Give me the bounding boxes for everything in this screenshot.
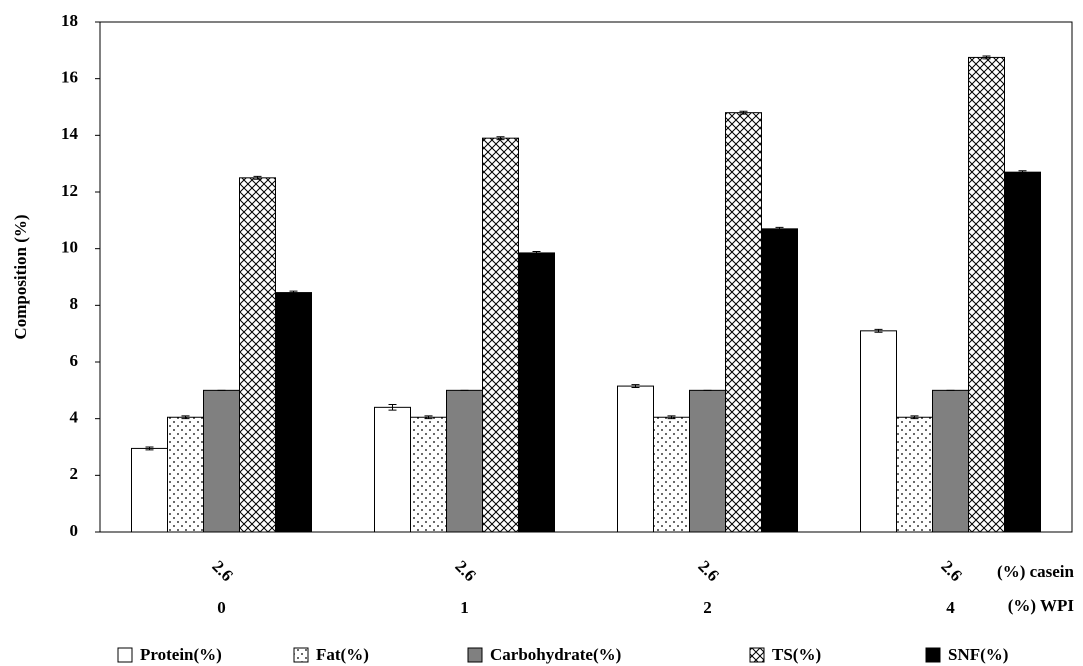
error-bar (532, 251, 541, 255)
error-bar (667, 415, 676, 420)
x-tick-label-casein: 2.6 (694, 557, 722, 585)
x-tick-label: 2 (703, 598, 712, 617)
bar (968, 56, 1005, 533)
y-tick-label: 0 (70, 521, 79, 540)
legend-label: Protein(%) (140, 645, 222, 664)
x-level-name: (%) WPI (1008, 596, 1075, 615)
error-bar (496, 136, 505, 141)
legend-label: SNF(%) (948, 645, 1008, 664)
bar (617, 385, 654, 533)
error-bar (181, 415, 190, 420)
legend-swatch (117, 647, 133, 663)
bar (653, 416, 690, 533)
bar (896, 416, 933, 533)
error-bar (145, 446, 154, 451)
bar (725, 112, 762, 533)
legend-label: TS(%) (772, 645, 821, 664)
bar (932, 389, 969, 533)
y-axis-label: Composition (%) (11, 214, 30, 339)
error-bar (1018, 170, 1027, 175)
error-bar (739, 110, 748, 115)
error-bar (424, 415, 433, 420)
y-tick-label: 16 (61, 68, 78, 87)
bar (131, 447, 168, 533)
y-tick-label: 14 (61, 124, 79, 143)
bar (689, 389, 726, 533)
bar (167, 416, 204, 533)
y-tick-label: 10 (61, 238, 78, 257)
legend-swatch (925, 647, 941, 663)
bar (374, 406, 411, 533)
bar (860, 330, 897, 533)
error-bar (910, 415, 919, 420)
bar (410, 416, 447, 533)
legend-label: Carbohydrate(%) (490, 645, 621, 664)
x-tick-label-casein: 2.6 (937, 557, 965, 585)
legend-label: Fat(%) (316, 645, 369, 664)
bar (482, 137, 519, 533)
error-bar (631, 384, 640, 388)
y-tick-label: 4 (70, 408, 79, 427)
plot-area (99, 21, 1073, 533)
legend-swatch (467, 647, 483, 663)
x-tick-label: 0 (217, 598, 226, 617)
x-tick-label: 1 (460, 598, 469, 617)
x-tick-label: 4 (946, 598, 955, 617)
bar (239, 177, 276, 533)
legend-swatch (293, 647, 309, 663)
bar (446, 389, 483, 533)
error-bar (775, 226, 784, 231)
error-bar (874, 328, 883, 333)
y-tick-label: 6 (70, 351, 79, 370)
bar (1004, 171, 1041, 533)
y-tick-label: 12 (61, 181, 78, 200)
bar (275, 292, 312, 533)
error-bar (388, 404, 397, 411)
y-tick-label: 2 (70, 464, 79, 483)
error-bar (982, 55, 991, 60)
y-tick-label: 18 (61, 11, 78, 30)
error-bar (253, 175, 262, 180)
bar (203, 389, 240, 533)
bar (761, 228, 798, 533)
x-tick-label-casein: 2.6 (208, 557, 236, 585)
bar (518, 252, 555, 533)
x-tick-label-casein: 2.6 (451, 557, 479, 585)
legend-swatch (749, 647, 765, 663)
y-tick-label: 8 (70, 294, 79, 313)
x-level-name: (%) casein (997, 562, 1075, 581)
error-bar (289, 290, 298, 295)
